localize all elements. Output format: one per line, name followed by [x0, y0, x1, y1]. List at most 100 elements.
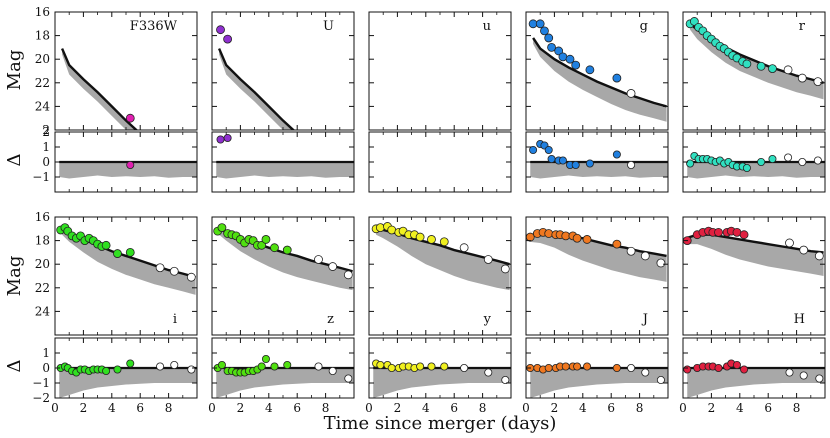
late-residual-point	[813, 156, 822, 165]
late-residual-point	[627, 160, 636, 169]
model-curve	[376, 47, 468, 145]
residual-point	[547, 154, 556, 163]
mag-plot-area	[683, 226, 824, 276]
x-tick-label: 2	[237, 401, 245, 415]
residual-range-band	[373, 367, 511, 398]
late-data-point	[483, 255, 493, 264]
resid-tick-label: −1	[32, 170, 50, 184]
late-residual-point	[627, 363, 636, 372]
resid-plot-area	[213, 354, 354, 398]
model-curve	[60, 48, 139, 130]
resid-plot-area	[216, 133, 354, 179]
late-data-point	[797, 73, 807, 83]
data-point	[612, 239, 622, 249]
mag-tick-label: 20	[35, 52, 50, 66]
x-tick-label: 4	[108, 401, 116, 415]
late-data-point	[186, 272, 196, 282]
x-tick-label: 2	[394, 401, 402, 415]
residual-point	[416, 362, 425, 371]
resid-plot-area	[373, 146, 511, 178]
late-residual-point	[344, 374, 353, 383]
x-tick-label: 6	[607, 401, 615, 415]
resid-tick-label: −2	[32, 391, 50, 405]
data-point	[756, 61, 766, 71]
residual-point	[387, 363, 396, 372]
model-range-band	[376, 228, 510, 291]
residual-range-band	[216, 367, 354, 398]
bottom-mag-axis-title: Mag	[4, 256, 25, 297]
x-tick-label: 4	[265, 401, 273, 415]
model-range-band	[533, 37, 667, 122]
residual-point	[714, 363, 723, 372]
data-point	[565, 54, 575, 64]
residual-point	[217, 360, 226, 369]
late-data-point	[656, 258, 666, 268]
model-range-band	[219, 48, 294, 130]
top-residual-axis-title: Δ	[4, 154, 25, 167]
late-data-point	[785, 238, 794, 248]
panel-g: g	[525, 11, 669, 193]
x-tick-label: 8	[165, 401, 173, 415]
data-point	[113, 249, 122, 258]
band-label: i	[173, 312, 177, 327]
resid-plot-area	[526, 362, 668, 398]
residual-point	[544, 363, 553, 372]
data-point	[739, 230, 749, 240]
model-range-band	[376, 47, 468, 153]
late-residual-point	[656, 375, 665, 384]
data-point	[742, 59, 752, 69]
residual-point	[216, 135, 225, 144]
late-residual-point	[328, 366, 337, 375]
data-point	[217, 223, 227, 233]
residual-point	[740, 365, 749, 374]
x-tick-label: 8	[793, 401, 801, 415]
mag-tick-label: 18	[35, 234, 50, 248]
model-curve	[217, 48, 296, 130]
resid-tick-label: 1	[42, 140, 50, 154]
band-label: g	[640, 19, 648, 34]
late-data-point	[328, 262, 338, 271]
residual-point	[585, 159, 594, 168]
residual-point	[283, 360, 292, 369]
data-point	[612, 73, 622, 83]
mag-tick-label: 24	[35, 304, 51, 318]
residual-range-band	[59, 367, 197, 398]
late-residual-point	[501, 375, 510, 384]
residual-point	[583, 362, 592, 371]
x-axis-title: Time since merger (days)	[324, 413, 557, 434]
x-tick-label: 8	[479, 401, 487, 415]
mag-plot-area	[528, 19, 667, 122]
model-range-band	[528, 232, 667, 282]
late-residual-point	[170, 360, 179, 369]
late-residual-point	[156, 362, 165, 371]
data-point	[571, 60, 581, 70]
resid-tick-label: 2	[42, 125, 50, 139]
data-point	[270, 243, 279, 253]
residual-point	[742, 163, 751, 172]
mag-plot-area	[216, 25, 296, 130]
data-point	[554, 46, 564, 56]
data-point	[544, 33, 554, 43]
mag-tick-label: 22	[35, 76, 50, 90]
data-point	[540, 26, 549, 36]
late-data-point	[155, 263, 165, 273]
residual-point	[376, 360, 385, 369]
mag-tick-label: 24	[35, 99, 51, 113]
data-point	[714, 227, 723, 237]
mag-plot-area	[526, 227, 667, 282]
data-point	[261, 235, 271, 244]
late-data-point	[783, 65, 793, 75]
residual-point	[544, 145, 553, 154]
late-residual-point	[799, 371, 808, 380]
data-point	[125, 113, 135, 123]
data-point	[689, 17, 699, 26]
x-tick-label: 6	[136, 401, 144, 415]
data-point	[544, 229, 554, 238]
late-data-point	[626, 246, 636, 256]
resid-plot-area	[56, 359, 197, 398]
data-point	[439, 237, 449, 247]
residual-point	[612, 363, 621, 372]
mag-tick-label: 2	[42, 123, 50, 137]
data-point	[535, 19, 545, 29]
data-point	[101, 240, 111, 250]
